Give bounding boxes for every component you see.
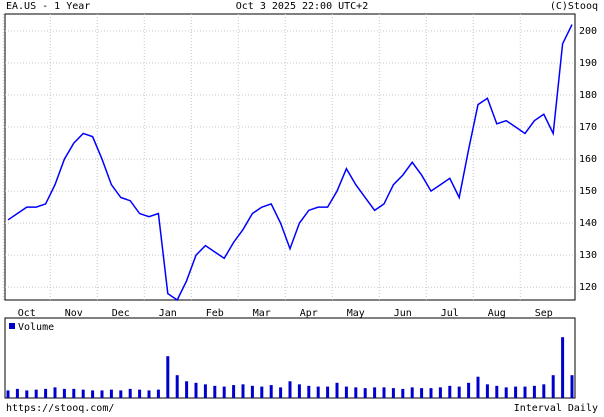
price-line — [7, 24, 573, 302]
volume-bar — [514, 386, 518, 398]
volume-bar — [448, 385, 452, 398]
volume-bar — [429, 388, 433, 398]
volume-bar — [542, 384, 546, 398]
x-tick-label: Jun — [394, 308, 412, 319]
y-tick-label: 180 — [579, 90, 597, 101]
interval: Interval Daily — [514, 403, 598, 414]
volume-bar — [269, 385, 273, 398]
volume-bar — [297, 384, 301, 398]
volume-bar — [128, 388, 132, 398]
volume-bar — [467, 382, 471, 398]
volume-bar — [119, 390, 123, 398]
volume-bar — [15, 388, 19, 398]
volume-bar — [476, 376, 480, 398]
volume-bar — [138, 389, 142, 398]
volume-bar — [147, 390, 151, 398]
volume-bar — [410, 387, 414, 398]
y-tick-label: 190 — [579, 58, 597, 69]
x-tick-label: Feb — [206, 308, 224, 319]
volume-bar — [72, 388, 76, 398]
volume-bar — [523, 386, 527, 398]
volume-bar — [156, 389, 160, 398]
volume-bar — [570, 375, 574, 398]
volume-bar — [34, 389, 38, 398]
volume-bar — [504, 387, 508, 398]
legend-swatch — [9, 323, 15, 329]
symbol: EA.US - 1 Year — [6, 1, 90, 12]
volume-bar — [203, 384, 207, 398]
y-tick-label: 120 — [579, 282, 597, 293]
volume-bar — [232, 385, 236, 398]
volume-bar — [438, 387, 442, 398]
volume-bar — [344, 386, 348, 398]
x-tick-label: May — [347, 308, 365, 319]
url: https://stooq.com/ — [6, 403, 114, 414]
y-tick-label: 130 — [579, 250, 597, 261]
volume-bar — [175, 375, 179, 398]
x-tick-label: Jan — [159, 308, 177, 319]
volume-bar — [326, 386, 330, 398]
x-tick-label: Nov — [65, 308, 83, 319]
volume-bar — [316, 386, 320, 398]
volume-bar — [222, 386, 226, 398]
volume-bar — [532, 385, 536, 398]
volume-bar — [335, 382, 339, 398]
x-tick-label: Aug — [488, 308, 506, 319]
volume-bar — [307, 385, 311, 398]
volume-bar — [288, 381, 292, 398]
y-tick-label: 160 — [579, 154, 597, 165]
volume-bar — [91, 390, 95, 398]
volume-bar — [561, 337, 565, 398]
x-tick-label: Oct — [18, 308, 36, 319]
volume-bar — [401, 388, 405, 398]
timestamp: Oct 3 2025 22:00 UTC+2 — [236, 1, 368, 12]
copyright: (C)Stooq — [550, 1, 598, 12]
x-tick-label: Dec — [112, 308, 130, 319]
volume-bar — [250, 385, 254, 398]
volume-bar — [241, 384, 245, 398]
x-tick-label: Apr — [300, 308, 318, 319]
volume-bar — [194, 382, 198, 398]
x-tick-label: Sep — [535, 308, 553, 319]
volume-bar — [6, 390, 10, 398]
volume-bar — [25, 390, 29, 398]
x-tick-label: Mar — [253, 308, 271, 319]
volume-bar — [354, 387, 358, 398]
volume-bar — [495, 385, 499, 398]
volume-bar — [166, 356, 170, 398]
volume-bar — [109, 389, 113, 398]
x-tick-label: Jul — [441, 308, 459, 319]
volume-bar — [279, 387, 283, 398]
volume-bar — [363, 388, 367, 398]
y-tick-label: 170 — [579, 122, 597, 133]
volume-bar — [62, 388, 66, 398]
y-tick-label: 140 — [579, 218, 597, 229]
legend-label: Volume — [18, 322, 54, 333]
volume-bar — [100, 390, 104, 398]
volume-bar — [382, 387, 386, 398]
volume-bar — [391, 388, 395, 398]
volume-bar — [53, 387, 57, 398]
volume-bar — [44, 388, 48, 398]
y-tick-label: 150 — [579, 186, 597, 197]
y-tick-label: 200 — [579, 26, 597, 37]
volume-bar — [213, 385, 217, 398]
volume-bar — [485, 384, 489, 398]
volume-bar — [373, 387, 377, 398]
volume-bar — [260, 386, 264, 398]
volume-bar — [420, 388, 424, 398]
volume-bar — [551, 375, 555, 398]
volume-bar — [81, 389, 85, 398]
volume-bar — [457, 386, 461, 398]
price-frame — [4, 13, 576, 301]
volume-bar — [185, 381, 189, 398]
